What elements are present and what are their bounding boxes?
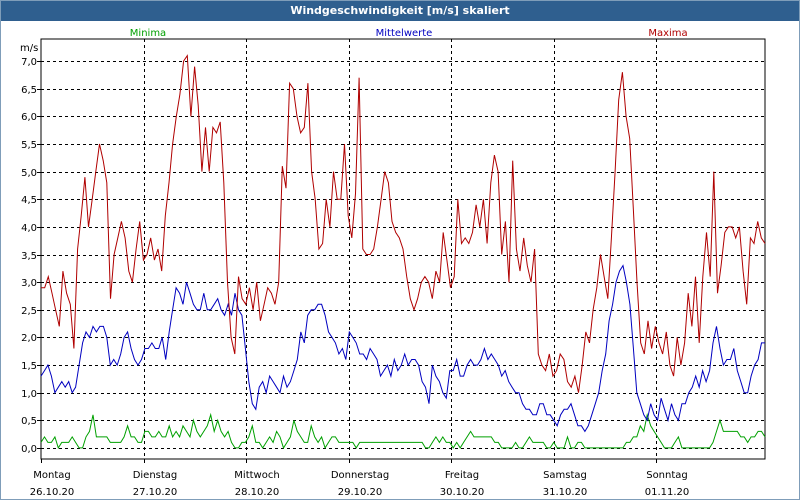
- x-tick-label-day: Mittwoch: [234, 470, 279, 481]
- y-tick-label: 4,0: [21, 223, 37, 234]
- window-title: Windgeschwindigkeit [m/s] skaliert: [1, 1, 799, 21]
- y-tick-label: 2,0: [21, 333, 37, 344]
- x-tick-label-day: Sonntag: [646, 470, 688, 481]
- legend-entry-mittelwerte: Mittelwerte: [376, 28, 433, 39]
- y-tick-label: 0,5: [21, 416, 37, 427]
- y-tick-label: 3,5: [21, 251, 37, 262]
- x-tick-label-day: Samstag: [543, 470, 587, 481]
- y-axis-label: m/s: [20, 43, 38, 54]
- x-tick-label-date: 01.11.20: [645, 487, 690, 498]
- y-tick-label: 6,5: [21, 85, 37, 96]
- x-tick-label-date: 28.10.20: [235, 487, 280, 498]
- y-tick-label: 2,5: [21, 306, 37, 317]
- y-tick-label: 0,0: [21, 444, 37, 455]
- y-tick-label: 3,0: [21, 278, 37, 289]
- legend-entry-minima: Minima: [130, 28, 166, 39]
- y-tick-label: 5,5: [21, 140, 37, 151]
- y-tick-label: 5,0: [21, 168, 37, 179]
- y-tick-label: 6,0: [21, 112, 37, 123]
- x-tick-label-day: Freitag: [445, 470, 479, 481]
- x-tick-label-day: Montag: [33, 470, 70, 481]
- x-tick-label-date: 27.10.20: [133, 487, 178, 498]
- x-tick-label-day: Donnerstag: [331, 470, 389, 481]
- x-tick-label-date: 30.10.20: [440, 487, 485, 498]
- y-tick-label: 7,0: [21, 57, 37, 68]
- series-line-maxima: [41, 54, 766, 393]
- series-line-mittelwerte: [40, 264, 765, 433]
- legend-entry-maxima: Maxima: [648, 28, 687, 39]
- y-tick-label: 1,0: [21, 389, 37, 400]
- y-tick-label: 4,5: [21, 195, 37, 206]
- x-tick-label-day: Dienstag: [133, 470, 178, 481]
- x-tick-label-date: 26.10.20: [30, 487, 75, 498]
- x-tick-label-date: 31.10.20: [543, 487, 588, 498]
- y-tick-label: 1,5: [21, 361, 37, 372]
- x-tick-label-date: 29.10.20: [338, 487, 383, 498]
- series-line-minima: [40, 412, 766, 450]
